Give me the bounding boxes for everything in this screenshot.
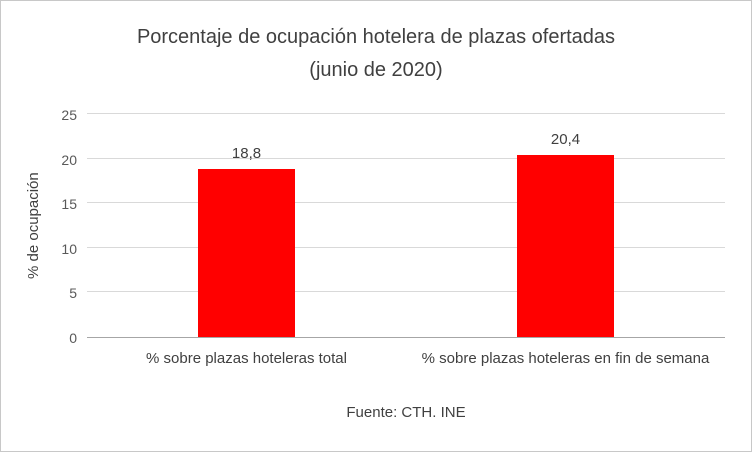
y-tick-label: 5: [69, 285, 77, 302]
category-label-0: % sobre plazas hoteleras total: [146, 350, 347, 367]
chart-title: Porcentaje de ocupación hotelera de plaz…: [136, 26, 616, 81]
y-tick-labels: 0 5 10 15 20 25: [31, 107, 77, 346]
bar-value-label-0: 18,8: [231, 145, 262, 163]
gridline: [87, 246, 725, 248]
gridline: [87, 113, 725, 114]
plot-area: 18,8 20,4: [87, 113, 725, 338]
bar-value-label-1: 20,4: [550, 131, 581, 149]
bar-1: [517, 155, 614, 337]
gridline: [87, 291, 725, 293]
y-tick-label: 25: [61, 107, 77, 123]
category-label-1: % sobre plazas hoteleras en fin de seman…: [421, 350, 710, 367]
y-tick-label: 0: [69, 330, 77, 346]
y-tick-label: 10: [61, 240, 77, 257]
gridline: [87, 157, 725, 159]
source-note: Fuente: CTH. INE: [346, 404, 466, 421]
y-tick-label: 20: [61, 151, 77, 168]
x-category-labels: % sobre plazas hoteleras total % sobre pl…: [87, 348, 725, 371]
gridline: [87, 202, 725, 204]
y-tick-label: 15: [61, 196, 77, 213]
bar-0: [198, 169, 295, 337]
